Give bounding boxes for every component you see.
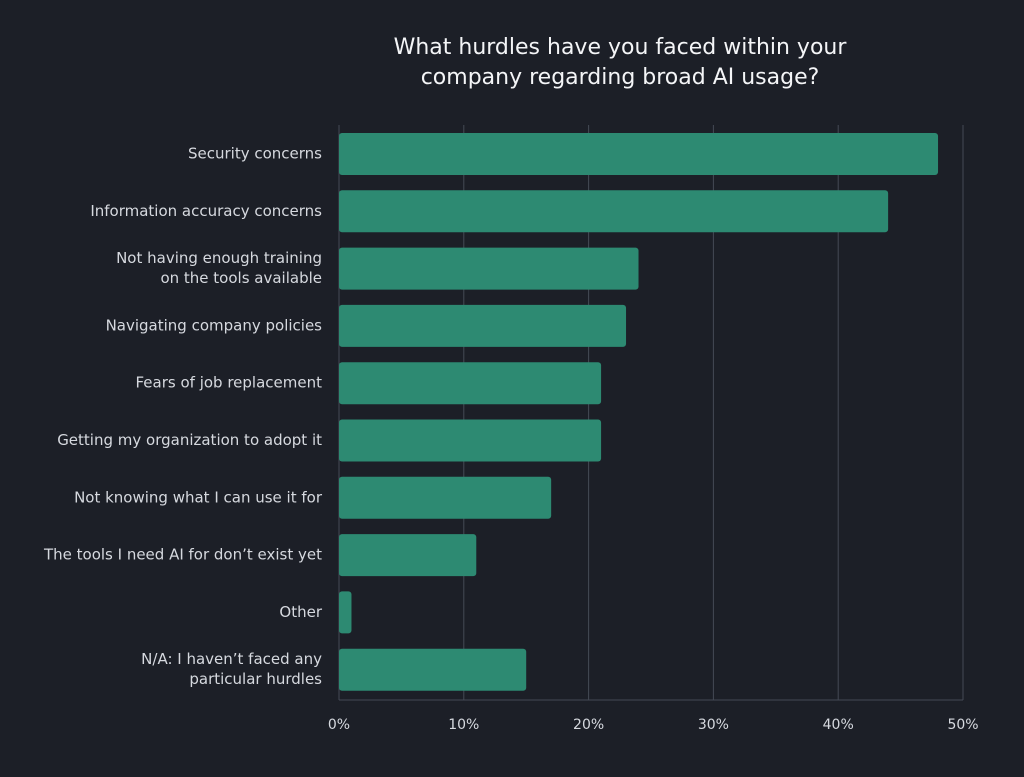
category-label: Fears of job replacement [136,374,323,392]
category-label: The tools I need AI for don’t exist yet [43,546,322,564]
category-label: Not having enough training [116,249,322,267]
bar [339,591,352,634]
chart-title: What hurdles have you faced within your … [300,33,940,93]
category-label: N/A: I haven’t faced any [141,650,322,668]
bar [339,648,527,691]
bar [339,190,889,233]
chart-title-line-2: company regarding broad AI usage? [420,65,820,90]
bar [339,362,602,405]
bars [339,133,939,691]
category-label: Getting my organization to adopt it [57,431,322,449]
category-label: Other [279,603,322,621]
x-tick-label: 40% [823,717,854,733]
category-label: on the tools available [160,269,322,287]
x-tick-label: 0% [328,717,350,733]
x-tick-label: 30% [698,717,729,733]
bar [339,247,639,290]
category-label: Security concerns [188,145,322,163]
x-tick-label: 20% [573,717,604,733]
bar [339,534,477,577]
category-label: Information accuracy concerns [90,202,322,220]
bar [339,419,602,462]
bar [339,133,939,175]
x-tick-label: 50% [947,717,978,733]
bar [339,304,627,347]
x-axis-tick-labels: 0% 10% 20% 30% 40% 50% [328,717,979,733]
bar [339,476,552,519]
category-label: Not knowing what I can use it for [74,488,323,506]
category-label: particular hurdles [189,670,322,688]
chart-title-line-1: What hurdles have you faced within your [393,35,847,60]
category-label: Navigating company policies [106,316,323,334]
x-tick-label: 10% [448,717,479,733]
category-labels: Security concerns Information accuracy co… [43,145,323,689]
